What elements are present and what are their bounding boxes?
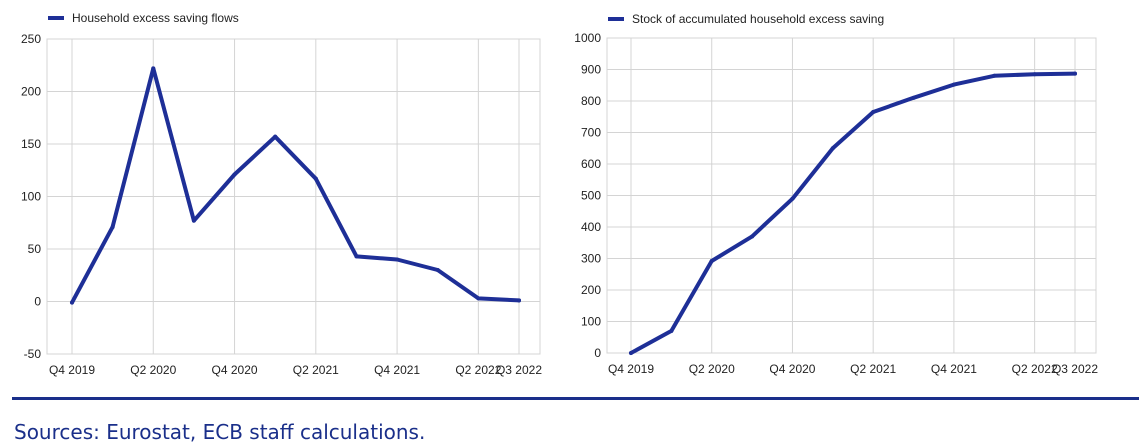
chart-1-data-point	[110, 224, 115, 229]
chart-1-data-point	[313, 176, 318, 181]
chart-2-data-point	[1032, 72, 1037, 77]
chart-1-data-point	[435, 268, 440, 272]
chart-2-y-tick-label: 700	[581, 126, 601, 140]
chart-2-data-point	[1073, 71, 1077, 76]
chart-2-data-point	[951, 82, 956, 87]
chart-1-series-line	[70, 66, 521, 305]
chart-1-data-point	[232, 172, 237, 177]
chart-2-y-tick-label: 0	[594, 346, 601, 360]
chart-2-data-point	[830, 146, 835, 151]
chart-2-data-point	[992, 73, 997, 78]
chart-1-x-tick-label: Q4 2021	[374, 363, 420, 377]
chart-2-legend-swatch	[608, 17, 624, 21]
chart-2-legend-label: Stock of accumulated household excess sa…	[632, 12, 884, 26]
chart-2-data-point	[709, 259, 714, 264]
chart-2-x-tick-label: Q4 2021	[931, 362, 977, 376]
chart-1-y-tick-label: 250	[21, 32, 41, 46]
chart-2-y-tick-label: 300	[581, 252, 601, 266]
chart-2-series-line	[629, 71, 1077, 355]
chart-1-y-tick-label: -50	[24, 347, 42, 361]
chart-1-y-tick-label: 100	[21, 190, 41, 204]
chart-1-x-tick-label: Q3 2022	[496, 363, 542, 377]
chart-2-data-point	[790, 196, 795, 201]
chart-2-y-tick-label: 1000	[574, 31, 601, 45]
chart-2-y-tick-label: 100	[581, 315, 601, 329]
chart-1-data-point	[151, 66, 156, 71]
chart-2-x-tick-label: Q4 2020	[769, 362, 815, 376]
chart-1-data-point	[476, 296, 481, 301]
chart-2-data-point	[629, 351, 633, 355]
chart-1-x-tick-label: Q2 2021	[293, 363, 339, 377]
chart-2-y-tick-label: 800	[581, 94, 601, 108]
chart-1-legend-label: Household excess saving flows	[72, 11, 239, 25]
chart-2-x-tick-label: Q3 2022	[1052, 362, 1098, 376]
chart-1-x-tick-label: Q4 2020	[212, 363, 258, 377]
chart-2-y-tick-label: 400	[581, 220, 601, 234]
chart-1-data-point	[354, 254, 359, 259]
chart-2-data-point	[669, 328, 674, 333]
chart-1-y-tick-label: 150	[21, 137, 41, 151]
source-note: Sources: Eurostat, ECB staff calculation…	[14, 420, 426, 444]
chart-1-data-point	[395, 257, 400, 262]
chart-2-y-tick-label: 900	[581, 63, 601, 77]
chart-2-x-tick-label: Q4 2019	[608, 362, 654, 376]
chart-1-data-point	[191, 218, 196, 223]
chart-1-data-point	[517, 298, 521, 303]
chart-1-x-tick-label: Q4 2019	[49, 363, 95, 377]
chart-2-x-tick-label: Q2 2020	[689, 362, 735, 376]
chart-2-y-tick-label: 500	[581, 189, 601, 203]
chart-2-x-tick-label: Q2 2021	[850, 362, 896, 376]
chart-1-data-point	[273, 134, 278, 139]
chart-1-y-tick-label: 200	[21, 85, 41, 99]
chart-2-data-point	[911, 95, 916, 100]
chart-2-data-point	[750, 234, 755, 239]
chart-1-legend-swatch	[48, 16, 64, 20]
separator-rule	[12, 397, 1139, 400]
chart-2-y-tick-label: 600	[581, 157, 601, 171]
chart-1-y-tick-label: 0	[34, 295, 41, 309]
chart-2-data-point	[871, 110, 876, 115]
chart-2-x-tick-label: Q2 2022	[1012, 362, 1058, 376]
chart-1-x-tick-label: Q2 2020	[130, 363, 176, 377]
chart-1-data-point	[70, 300, 74, 305]
chart-2-y-tick-label: 200	[581, 283, 601, 297]
chart-1-x-tick-label: Q2 2022	[455, 363, 501, 377]
chart-1-y-tick-label: 50	[28, 242, 42, 256]
